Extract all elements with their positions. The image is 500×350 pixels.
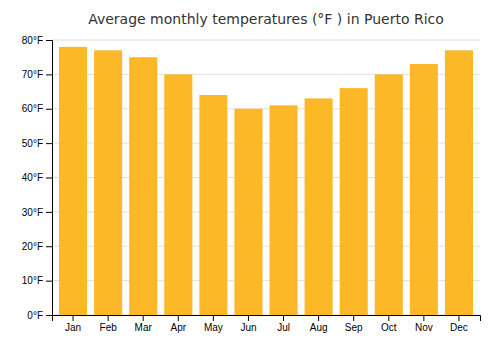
x-tick-label: Feb [100, 322, 118, 333]
x-tick: Mar [135, 315, 153, 333]
y-tick-label: 30°F [22, 207, 43, 218]
x-tick-mark [248, 315, 249, 321]
y-tick-label: 0°F [27, 310, 43, 321]
x-tick: Sep [345, 315, 363, 333]
bars [59, 47, 473, 315]
bar [305, 98, 333, 315]
x-tick: Jul [277, 315, 290, 333]
bar [270, 105, 298, 315]
x-tick-mark [423, 315, 424, 321]
bar [234, 109, 262, 315]
x-tick-label: May [204, 322, 223, 333]
y-axis: 0°F 10°F 20°F 30°F 40°F 50°F 60°F 70°F 80°F [22, 35, 53, 321]
y-tick: 80°F [22, 35, 52, 46]
x-tick: Jan [65, 315, 81, 333]
bar [199, 95, 227, 315]
title: Average monthly temperatures (°F ) in Pu… [88, 11, 444, 27]
bar [375, 74, 403, 315]
y-tick-mark [46, 315, 52, 316]
x-tick: Apr [171, 315, 187, 333]
x-tick: Oct [381, 315, 397, 333]
bar [445, 50, 473, 315]
x-tick-mark [388, 315, 389, 321]
y-tick-label: 50°F [22, 138, 43, 149]
plot: 0°F 10°F 20°F 30°F 40°F 50°F 60°F 70°F 80°F Jan Fe… [22, 35, 481, 333]
x-tick-label: Jul [277, 322, 290, 333]
y-tick-mark [46, 143, 52, 144]
x-tick: May [204, 315, 223, 333]
x-tick: Jun [240, 315, 256, 333]
x-tick-mark [178, 315, 179, 321]
bar [410, 64, 438, 315]
bar [164, 74, 192, 315]
y-tick: 40°F [22, 172, 52, 183]
x-tick-label: Mar [135, 322, 153, 333]
x-axis-line [53, 316, 481, 322]
y-tick: 70°F [22, 69, 52, 80]
y-tick-label: 20°F [22, 241, 43, 252]
y-tick: 20°F [22, 241, 52, 252]
x-tick-label: Jun [240, 322, 256, 333]
x-tick-label: Aug [310, 322, 328, 333]
y-axis-line [46, 41, 53, 316]
y-tick: 30°F [22, 207, 52, 218]
bar [94, 50, 122, 315]
x-tick-mark [143, 315, 144, 321]
grid-line [52, 40, 480, 41]
x-tick-label: Jan [65, 322, 81, 333]
x-tick-mark [458, 315, 459, 321]
x-tick: Feb [100, 315, 118, 333]
x-tick-label: Dec [450, 322, 468, 333]
y-tick-mark [46, 74, 52, 75]
y-tick-label: 10°F [22, 275, 43, 286]
y-tick-mark [46, 178, 52, 179]
y-tick-mark [46, 246, 52, 247]
x-tick: Nov [415, 315, 433, 333]
y-tick-mark [46, 40, 52, 41]
x-tick-mark [73, 315, 74, 321]
y-tick-label: 70°F [22, 69, 43, 80]
chart: 0°F 10°F 20°F 30°F 40°F 50°F 60°F 70°F 80°F Jan Fe… [0, 0, 500, 350]
y-tick-mark [46, 212, 52, 213]
x-tick: Dec [450, 315, 468, 333]
x-tick: Aug [310, 315, 328, 333]
y-tick: 10°F [22, 275, 52, 286]
x-tick-label: Sep [345, 322, 363, 333]
bar [59, 47, 87, 315]
y-tick: 0°F [27, 310, 52, 321]
y-tick-label: 80°F [22, 35, 43, 46]
x-tick-mark [283, 315, 284, 321]
bar [129, 57, 157, 315]
bar [340, 88, 368, 315]
x-tick-label: Oct [381, 322, 397, 333]
x-tick-mark [318, 315, 319, 321]
x-tick-mark [213, 315, 214, 321]
x-tick-mark [108, 315, 109, 321]
grid [52, 40, 480, 315]
y-tick-mark [46, 109, 52, 110]
x-tick-mark [353, 315, 354, 321]
y-tick-label: 60°F [22, 103, 43, 114]
x-axis: Jan Feb Mar Apr May Jun Jul Aug Sep Oct Nov Dec [53, 315, 481, 333]
x-tick-label: Nov [415, 322, 433, 333]
y-tick: 60°F [22, 103, 52, 114]
y-tick: 50°F [22, 138, 52, 149]
x-tick-label: Apr [171, 322, 187, 333]
y-tick-label: 40°F [22, 172, 43, 183]
y-tick-mark [46, 281, 52, 282]
